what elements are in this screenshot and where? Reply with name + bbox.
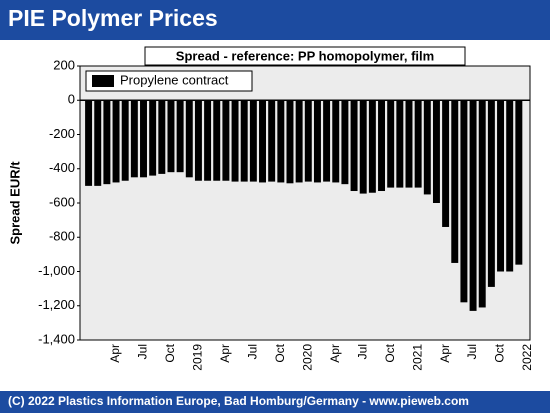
bar: [469, 100, 477, 311]
x-tick-label: Oct: [163, 343, 177, 362]
bar: [304, 100, 312, 182]
x-tick-label: Apr: [438, 344, 452, 363]
bar: [149, 100, 157, 176]
bar: [359, 100, 367, 194]
bar: [268, 100, 276, 182]
y-tick-label: -1,000: [38, 263, 75, 278]
x-tick-label: Jul: [136, 344, 150, 359]
x-tick-label: Jul: [246, 344, 260, 359]
bar: [387, 100, 395, 188]
bar: [167, 100, 175, 173]
y-tick-label: 200: [53, 57, 75, 72]
bar: [112, 100, 120, 183]
chart-title-box: [144, 46, 466, 66]
bar: [487, 100, 495, 287]
bar: [222, 100, 230, 181]
x-tick-label: Jul: [465, 344, 479, 359]
bar: [231, 100, 239, 182]
y-tick-label: -1,400: [38, 331, 75, 346]
footer-band: [0, 391, 550, 413]
bar: [368, 100, 376, 193]
bar: [405, 100, 413, 188]
x-tick-label: 2020: [300, 344, 314, 371]
x-tick-label: Oct: [273, 343, 287, 362]
bar: [432, 100, 440, 203]
bar: [204, 100, 212, 181]
bar: [286, 100, 294, 184]
bar: [259, 100, 266, 183]
bar: [350, 100, 358, 192]
x-tick-label: Apr: [328, 344, 342, 363]
legend-box: [85, 70, 253, 92]
header-band: [0, 0, 550, 40]
bar: [140, 100, 147, 178]
bar: [213, 100, 221, 181]
bar: [176, 100, 184, 173]
bar: [341, 100, 349, 185]
bar: [194, 100, 202, 181]
x-tick-label: 2022: [520, 344, 534, 371]
y-tick-label: -600: [49, 194, 75, 209]
bar: [423, 100, 431, 195]
x-tick-label: 2019: [191, 344, 205, 371]
bar: [378, 100, 386, 192]
x-tick-label: Apr: [108, 344, 122, 363]
bar: [277, 100, 285, 183]
bar: [332, 100, 340, 183]
bar: [478, 100, 486, 308]
bar: [442, 100, 450, 227]
legend-label: Propylene contract: [120, 72, 229, 87]
x-tick-label: Oct: [383, 343, 397, 362]
bar: [130, 100, 138, 178]
bar: [94, 100, 102, 186]
y-tick-label: -800: [49, 229, 75, 244]
chart-title: Spread - reference: PP homopolymer, film: [176, 48, 434, 63]
bar: [451, 100, 459, 263]
x-tick-label: Oct: [493, 343, 507, 362]
footer-text: (C) 2022 Plastics Information Europe, Ba…: [8, 394, 469, 408]
bar: [506, 100, 514, 272]
y-tick-label: -1,200: [38, 297, 75, 312]
bar: [85, 100, 93, 186]
bar: [497, 100, 505, 272]
bar: [249, 100, 257, 182]
y-tick-label: 0: [68, 92, 75, 107]
x-tick-label: 2021: [410, 344, 424, 371]
bar: [460, 100, 468, 303]
bar: [396, 100, 404, 188]
bar: [185, 100, 193, 178]
bar: [414, 100, 422, 188]
bar: [103, 100, 111, 185]
bar: [240, 100, 248, 182]
y-tick-label: -400: [49, 160, 75, 175]
bar: [121, 100, 129, 181]
x-tick-label: Jul: [355, 344, 369, 359]
page-title: PIE Polymer Prices: [8, 5, 218, 31]
bar: [158, 100, 166, 174]
legend-swatch: [92, 75, 114, 87]
x-tick-label: Apr: [218, 344, 232, 363]
bar: [295, 100, 303, 183]
bar: [313, 100, 321, 183]
y-axis-title: Spread EUR/t: [7, 161, 22, 245]
bar: [515, 100, 523, 265]
bar: [323, 100, 331, 182]
y-tick-label: -200: [49, 126, 75, 141]
